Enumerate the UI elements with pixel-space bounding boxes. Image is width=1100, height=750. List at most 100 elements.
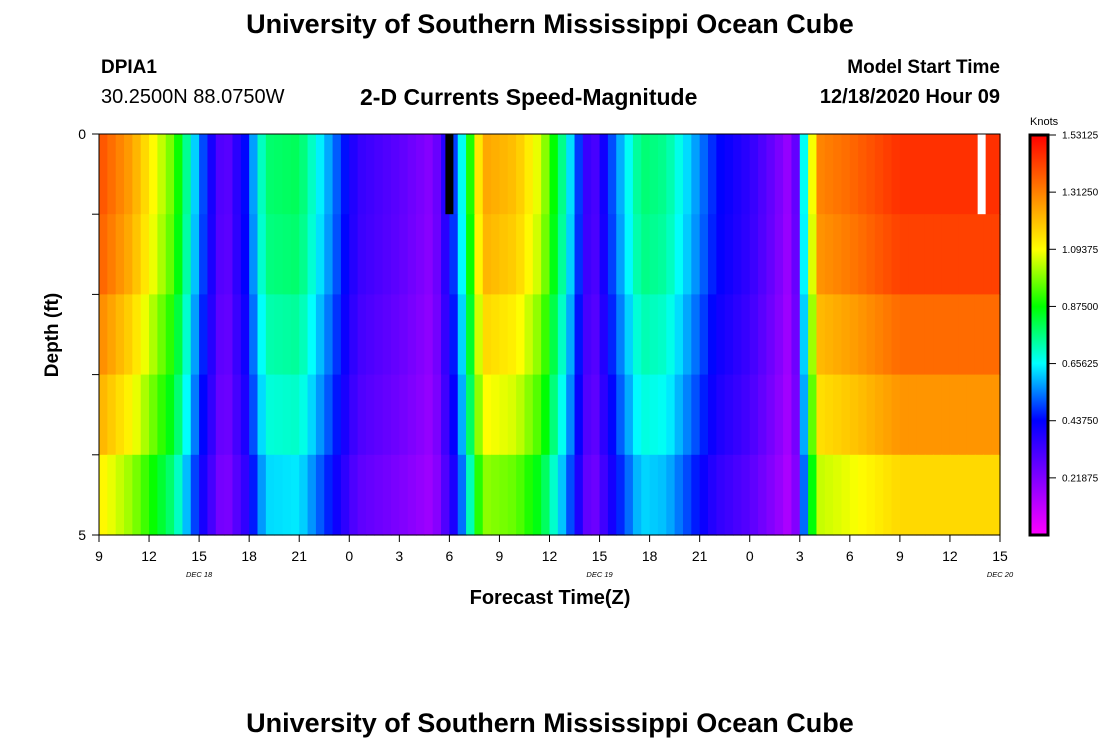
heatmap-cell xyxy=(766,374,776,456)
heatmap-cell xyxy=(641,134,651,215)
heatmap-cell xyxy=(482,214,492,295)
heatmap-cell xyxy=(766,454,776,536)
heatmap-cell xyxy=(841,294,851,376)
heatmap-cell xyxy=(491,294,501,376)
heatmap-cell xyxy=(165,294,175,376)
heatmap-cell xyxy=(908,294,918,376)
colorbar-gradient xyxy=(1028,133,1050,537)
heatmap-cell xyxy=(866,374,876,456)
heatmap-cell xyxy=(616,454,626,536)
heatmap-cell xyxy=(499,214,509,295)
heatmap-cell xyxy=(749,214,759,295)
heatmap-cell xyxy=(357,454,367,536)
heatmap-cell xyxy=(749,454,759,536)
heatmap-cell xyxy=(816,294,826,376)
heatmap-cell xyxy=(382,454,392,536)
heatmap-cell xyxy=(891,214,901,295)
heatmap-cell xyxy=(724,134,734,215)
heatmap-cell xyxy=(399,134,409,215)
heatmap-cell xyxy=(307,374,317,456)
heatmap-cell xyxy=(599,214,609,295)
heatmap-cell xyxy=(215,454,225,536)
heatmap-cell xyxy=(124,374,133,456)
heatmap-cell xyxy=(582,374,592,456)
heatmap-cell xyxy=(916,134,926,215)
heatmap-cell xyxy=(758,134,767,215)
y-tick-label: 0 xyxy=(78,126,86,142)
heatmap-cell xyxy=(140,214,150,295)
heatmap-cell xyxy=(491,374,501,456)
heatmap-cell xyxy=(624,374,634,456)
heatmap-cell xyxy=(132,374,142,456)
heatmap-cell xyxy=(99,454,108,536)
heatmap-cell xyxy=(816,214,826,295)
heatmap-cell xyxy=(282,134,292,215)
heatmap-cell xyxy=(591,134,601,215)
heatmap-cell xyxy=(441,294,450,376)
heatmap-cell xyxy=(741,214,751,295)
heatmap-cell xyxy=(365,454,375,536)
heatmap-cell xyxy=(249,294,259,376)
heatmap-cell xyxy=(416,454,425,536)
heatmap-cell xyxy=(340,134,350,215)
heatmap-cell xyxy=(365,294,375,376)
heatmap-cell xyxy=(407,454,417,536)
heatmap-cell xyxy=(599,134,609,215)
heatmap-cell xyxy=(190,294,200,376)
heatmap-cell xyxy=(624,294,634,376)
heatmap-cell xyxy=(924,134,934,215)
x-axis: 9 12 15 18 21 0 3 6 9 12 15 18 21 0 3 6 9 12 15 DEC 18 DEC 1… xyxy=(95,535,1014,579)
heatmap-cell xyxy=(682,454,692,536)
heatmap-cell xyxy=(708,454,717,536)
heatmap-cell xyxy=(941,134,951,215)
heatmap-cell xyxy=(232,134,242,215)
heatmap-cell xyxy=(849,134,859,215)
heatmap-cell xyxy=(674,454,684,536)
heatmap-cell xyxy=(149,374,158,456)
heatmap-cell xyxy=(357,294,367,376)
heatmap-cell xyxy=(257,134,267,215)
heatmap-cell xyxy=(883,374,893,456)
heatmap-cell xyxy=(716,214,726,295)
y-tick-label: 5 xyxy=(78,527,86,543)
heatmap-cell xyxy=(899,454,909,536)
heatmap-cell xyxy=(841,134,851,215)
heatmap-cell xyxy=(699,214,709,295)
heatmap-cell xyxy=(457,294,467,376)
heatmap-cell xyxy=(749,374,759,456)
heatmap-cell xyxy=(365,214,375,295)
heatmap-cell xyxy=(949,374,959,456)
heatmap-cell xyxy=(908,134,918,215)
heatmap-cell xyxy=(607,454,617,536)
heatmap-cell xyxy=(866,294,876,376)
heatmap-cell xyxy=(541,454,551,536)
heatmap-cell xyxy=(557,214,567,295)
heatmap-cell xyxy=(724,374,734,456)
heatmap-cell xyxy=(574,454,584,536)
heatmap-cell xyxy=(382,294,392,376)
heatmap-cell xyxy=(549,214,559,295)
colorbar-tick-label: 0.21875 xyxy=(1062,473,1099,484)
heatmap-cell xyxy=(240,134,250,215)
heatmap-cell xyxy=(224,134,234,215)
heatmap-cell xyxy=(666,374,676,456)
heatmap-cell xyxy=(866,214,876,295)
heatmap-cell xyxy=(983,454,993,536)
x-tick-label: 18 xyxy=(642,548,658,564)
colorbar-tick-label: 0.43750 xyxy=(1062,416,1099,427)
x-tick-label: 21 xyxy=(692,548,708,564)
heatmap-cell xyxy=(315,134,325,215)
heatmap-cell xyxy=(691,374,701,456)
heatmap-cell xyxy=(274,214,284,295)
heatmap-cell xyxy=(232,294,242,376)
heatmap-cell xyxy=(207,374,217,456)
heatmap-cell xyxy=(899,214,909,295)
heatmap-cell xyxy=(866,134,876,215)
heatmap-cell xyxy=(457,214,467,295)
heatmap-cell xyxy=(290,454,300,536)
heatmap-cell xyxy=(941,374,951,456)
heatmap-cell xyxy=(190,374,200,456)
heatmap-cell xyxy=(532,454,542,536)
heatmap-cell xyxy=(691,134,701,215)
heatmap-cell xyxy=(124,134,133,215)
